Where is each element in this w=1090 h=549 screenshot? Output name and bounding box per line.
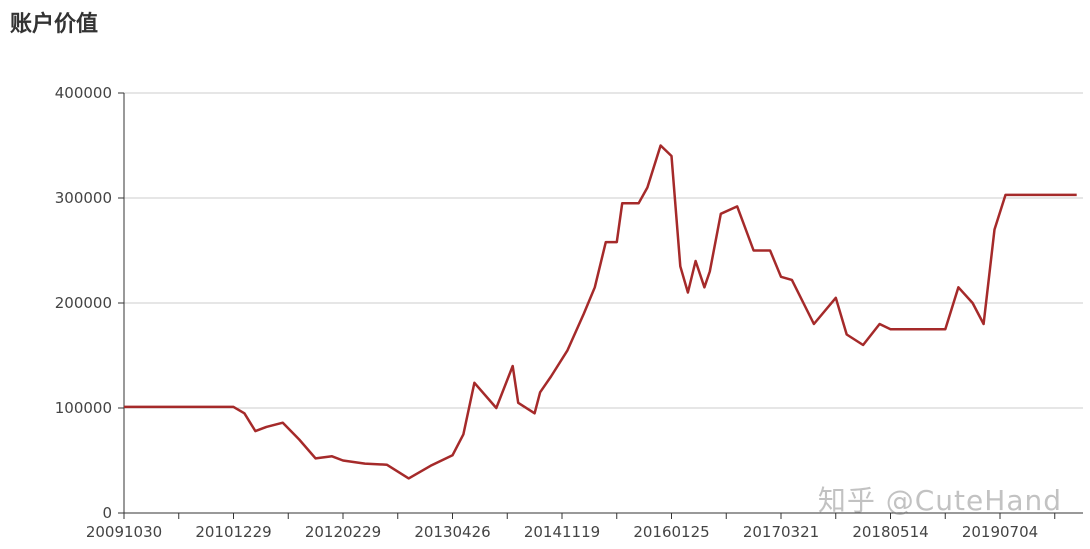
account-value-line [124,144,1077,480]
y-tick-label: 300000 [55,189,112,207]
x-tick-label: 20180514 [852,523,928,541]
chart-title: 账户价值 [10,12,99,37]
y-tick-label: 200000 [55,294,112,312]
x-tick-label: 20160125 [633,523,709,541]
x-tick-label: 20130426 [414,523,490,541]
x-tick-label: 20091030 [86,523,162,541]
x-tick-label: 20120229 [305,523,381,541]
y-tick-label: 100000 [55,399,112,417]
x-tick-label: 20101229 [195,523,271,541]
y-tick-label: 400000 [55,84,112,102]
x-tick-label: 20190704 [962,523,1038,541]
x-tick-label: 20170321 [743,523,819,541]
x-tick-label: 20141119 [524,523,600,541]
watermark: 知乎 @CuteHand [817,484,1062,517]
y-tick-label: 0 [102,504,112,522]
